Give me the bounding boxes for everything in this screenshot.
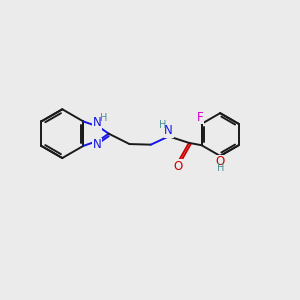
Text: N: N — [164, 124, 173, 137]
Text: N: N — [93, 116, 102, 129]
Text: N: N — [93, 138, 102, 151]
Text: O: O — [173, 160, 183, 173]
Text: O: O — [215, 155, 224, 168]
Text: H: H — [100, 113, 108, 123]
Text: H: H — [158, 120, 166, 130]
Text: F: F — [197, 111, 203, 124]
Text: H: H — [217, 164, 224, 173]
